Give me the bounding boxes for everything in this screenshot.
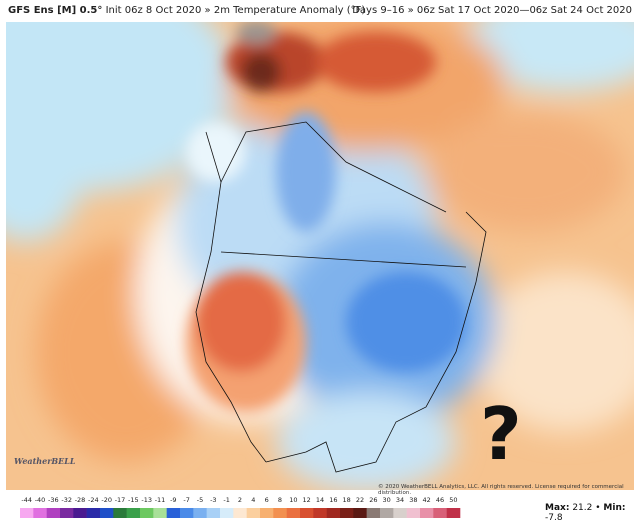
colorbar-label: 38 [409, 496, 417, 504]
colorbar-cell [433, 508, 447, 518]
colorbar-label: -15 [128, 496, 139, 504]
colorbar: -44 -40 -36 -32 -28 -24 -20 -17 -15 -13 -11 -9 -7 -5-… [20, 496, 461, 518]
colorbar-label: 50 [449, 496, 457, 504]
max-label: Max: [545, 503, 570, 513]
colorbar-cell [46, 508, 61, 518]
colorbar-cell [233, 508, 247, 518]
colorbar-cell [20, 508, 34, 518]
colorbar-cell [260, 508, 274, 518]
colorbar-cell [206, 508, 221, 518]
colorbar-label: -32 [61, 496, 72, 504]
colorbar-label: 8 [278, 496, 282, 504]
colorbar-cell [340, 508, 354, 518]
colorbar-cell [380, 508, 394, 518]
min-label: Min: [603, 503, 626, 513]
colorbar-cell [313, 508, 327, 518]
separator: • [595, 503, 601, 513]
init: Init 06z 8 Oct 2020 » 2m Temperature Ano… [105, 5, 366, 16]
colorbar-cell [153, 508, 167, 518]
colorbar-label: -40 [35, 496, 46, 504]
colorbar-label: 26 [369, 496, 377, 504]
colorbar-cell [300, 508, 314, 518]
colorbar-label: -1 [223, 496, 229, 504]
colorbar-cell [140, 508, 154, 518]
min: -7.8 [545, 513, 563, 523]
colorbar-cell [246, 508, 261, 518]
colorbar-cell [220, 508, 234, 518]
title: GFS Ens [M] 0.5° Init 06z 8 Oct 2020 » 2… [8, 5, 365, 16]
colorbar-label: -44 [21, 496, 32, 504]
colorbar-label: 46 [436, 496, 444, 504]
colorbar-label: -20 [101, 496, 112, 504]
colorbar-label: -11 [155, 496, 166, 504]
annotation: ? [480, 392, 522, 476]
colorbar-label: 12 [303, 496, 311, 504]
colorbar-cell [353, 508, 367, 518]
colorbar-label: 22 [356, 496, 364, 504]
colorbar-label: 10 [289, 496, 297, 504]
colorbar-cell [326, 508, 341, 518]
colorbar-label: -9 [170, 496, 176, 504]
colorbar-cell [166, 508, 181, 518]
colorbar-label: -17 [115, 496, 126, 504]
colorbar-cell [193, 508, 207, 518]
map [6, 22, 634, 490]
copyright: © 2020 WeatherBELL Analytics, LLC. All r… [378, 484, 624, 496]
model: GFS Ens [M] 0.5° [8, 5, 103, 16]
colorbar-label: 4 [251, 496, 255, 504]
colorbar-label: -5 [197, 496, 203, 504]
colorbar-label: -36 [48, 496, 59, 504]
stats: Max: 21.2 • Min: -7.8 [545, 503, 640, 523]
colorbar-label: 6 [265, 496, 269, 504]
colorbar-cell [286, 508, 301, 518]
colorbar-label: 18 [343, 496, 351, 504]
max: 21.2 [572, 503, 593, 513]
colorbar-cell [180, 508, 194, 518]
colorbar-cell [100, 508, 114, 518]
colorbar-label: -3 [210, 496, 216, 504]
colorbar-cell [393, 508, 407, 518]
colorbar-cell [273, 508, 287, 518]
colorbar-label: -7 [183, 496, 189, 504]
header: GFS Ens [M] 0.5° Init 06z 8 Oct 2020 » 2… [0, 0, 640, 22]
colorbar-label: 30 [383, 496, 391, 504]
colorbar-label: -28 [75, 496, 86, 504]
colorbar-label: 2 [238, 496, 242, 504]
colorbar-cell [126, 508, 141, 518]
colorbar-cell [73, 508, 87, 518]
colorbar-label: 42 [423, 496, 431, 504]
colorbar-cell [446, 508, 461, 518]
colorbar-cell [33, 508, 47, 518]
colorbar-cell [406, 508, 421, 518]
colorbar-cell [420, 508, 434, 518]
period: Days 9–16 » 06z Sat 17 Oct 2020—06z Sat … [352, 5, 632, 16]
colorbar-label: 34 [396, 496, 404, 504]
colorbar-label: 16 [329, 496, 337, 504]
colorbar-cell [366, 508, 381, 518]
colorbar-cell [113, 508, 127, 518]
colorbar-label: -24 [88, 496, 99, 504]
colorbar-cell [86, 508, 101, 518]
colorbar-label: -13 [141, 496, 152, 504]
colorbar-label: 14 [316, 496, 324, 504]
logo: WeatherBELL [14, 456, 76, 466]
colorbar-cell [60, 508, 74, 518]
